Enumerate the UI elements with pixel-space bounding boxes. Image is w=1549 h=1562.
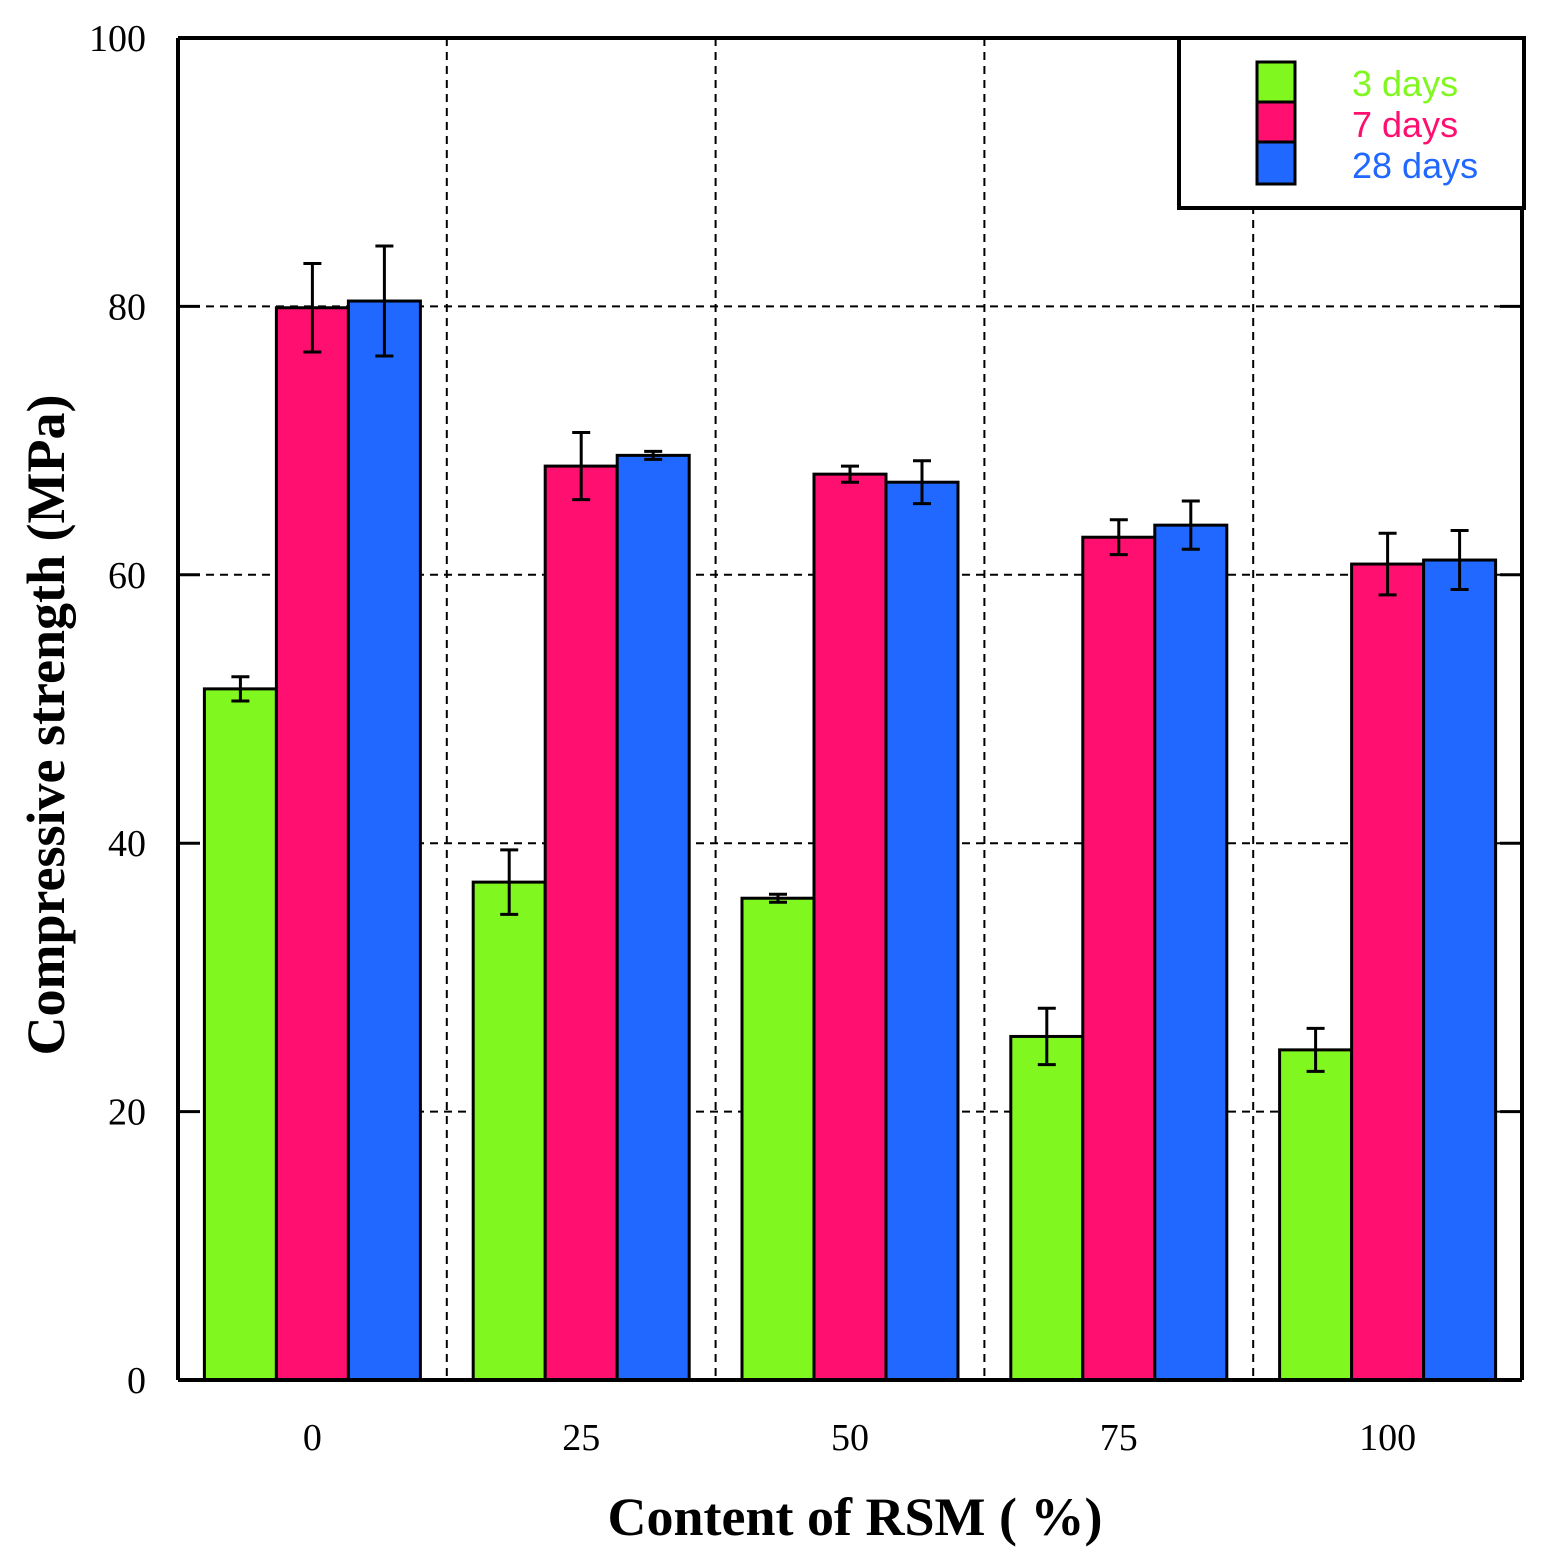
y-tick-label: 100 — [89, 18, 146, 60]
error-bars — [231, 244, 1469, 1073]
y-tick-label: 40 — [108, 823, 146, 865]
bar — [1422, 558, 1498, 1382]
legend-box — [1177, 36, 1526, 210]
legend: 3 days 7 days 28 days — [1177, 36, 1526, 210]
bar — [884, 480, 960, 1382]
bar — [471, 880, 547, 1382]
y-tick-label: 80 — [108, 286, 146, 328]
bar — [202, 687, 278, 1382]
x-tick-label: 100 — [1359, 1417, 1416, 1459]
bars — [202, 299, 1498, 1382]
bar — [1278, 1048, 1354, 1382]
x-axis-title: Content of RSM ( %) — [608, 1487, 1103, 1547]
legend-label-7-days: 7 days — [1352, 104, 1458, 145]
bar — [1009, 1034, 1085, 1382]
tick-labels: 0 20 40 60 80 100 0 25 50 75 100 — [89, 18, 1416, 1459]
legend-swatch-7-days — [1255, 100, 1297, 144]
y-tick-label: 60 — [108, 555, 146, 597]
bar — [1153, 523, 1229, 1382]
bar — [1350, 562, 1426, 1382]
bar — [740, 896, 816, 1382]
legend-swatch-28-days — [1255, 140, 1297, 186]
bar — [543, 464, 619, 1382]
y-axis-title: Compressive strength (MPa) — [16, 395, 76, 1056]
x-tick-label: 0 — [303, 1417, 322, 1459]
bar — [1081, 535, 1157, 1382]
y-tick-label: 0 — [127, 1360, 146, 1402]
bar — [274, 306, 350, 1382]
legend-swatch-3-days — [1255, 60, 1297, 104]
legend-label-28-days: 28 days — [1352, 145, 1478, 186]
y-tick-label: 20 — [108, 1092, 146, 1134]
x-tick-label: 50 — [831, 1417, 869, 1459]
x-tick-label: 75 — [1100, 1417, 1138, 1459]
legend-label-3-days: 3 days — [1352, 63, 1458, 104]
x-tick-label: 25 — [562, 1417, 600, 1459]
bar — [812, 472, 888, 1382]
bar — [615, 453, 691, 1382]
bar — [346, 299, 422, 1382]
